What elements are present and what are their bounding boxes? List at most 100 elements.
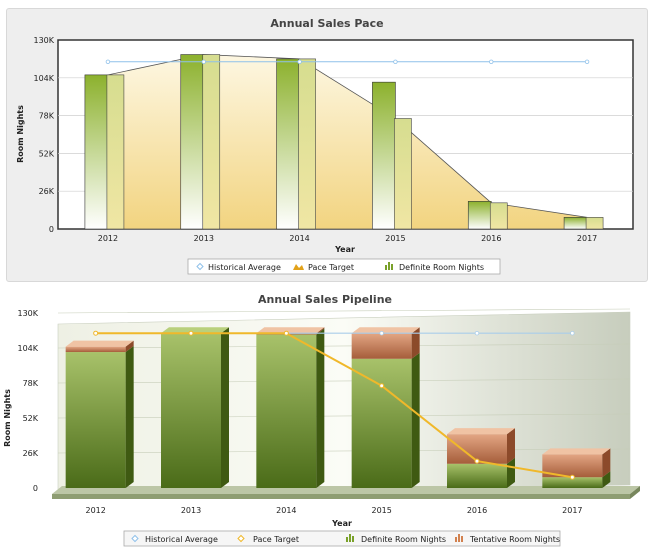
x-tick-label: 2012 [85,506,105,515]
y-tick-label: 52K [39,149,55,158]
y-tick-label: 52K [23,414,39,423]
y-tick-label: 78K [39,112,55,121]
sales-pace-chart: Annual Sales Pace 0 26K 52K 78K 104K 130K 201… [16,17,634,275]
y-tick-label: 130K [17,309,38,318]
sales-pace-panel: Annual Sales Pace 0 26K 52K 78K 104K 130K 201… [6,8,648,282]
legend-item-pace-target[interactable]: Pace Target [237,534,299,544]
pace-target-point[interactable] [283,330,289,336]
historical-average-point[interactable] [297,59,302,65]
y-tick-label: 26K [23,449,39,458]
x-axis-label: Year [334,245,355,254]
legend-item-definite-room-nights[interactable]: Definite Room Nights [346,534,446,544]
tentative-room-nights-bar[interactable] [65,346,126,353]
x-axis-label: Year [331,519,352,528]
definite-room-nights-bar[interactable] [180,54,205,230]
tentative-room-nights-bar-side [602,448,611,478]
definite-room-nights-bar[interactable] [563,217,588,230]
pace-target-point[interactable] [188,330,194,336]
x-tick-label: 2014 [276,506,296,515]
definite-room-nights-bar[interactable] [542,477,603,488]
x-tick-label: 2015 [385,234,405,243]
tentative-room-nights-bar-top [542,448,611,455]
tentative-room-nights-bar-top [256,327,325,334]
y-tick-label: 0 [49,225,54,234]
svg-text:Tentative Room Nights: Tentative Room Nights [469,535,560,544]
legend-item-historical-average[interactable]: Historical Average [196,262,281,272]
y-tick-label: 78K [23,379,39,388]
y-axis-label: Room Nights [3,389,12,447]
definite-room-nights-bar[interactable] [84,74,109,230]
definite-room-nights-bar-side [602,471,611,488]
y-tick-label: 104K [33,74,54,83]
x-tick-label: 2016 [467,506,487,515]
tentative-room-nights-bar-side [411,327,420,359]
legend-item-pace-target[interactable]: Pace Target [293,263,354,272]
svg-text:Historical Average: Historical Average [208,263,281,272]
pace-target-point[interactable] [474,458,480,464]
legend-item-historical-average[interactable]: Historical Average [131,534,218,544]
definite-room-nights-bar-top [161,327,229,334]
gridline [57,448,631,454]
svg-text:Definite Room Nights: Definite Room Nights [361,535,446,544]
svg-text:Historical Average: Historical Average [145,535,218,544]
historical-average-point[interactable] [201,59,206,65]
x-tick-label: 2017 [577,234,597,243]
gridline [57,308,631,314]
pace-target-bar[interactable] [202,54,221,230]
historical-average-point[interactable] [474,330,480,336]
definite-room-nights-bar[interactable] [372,81,396,230]
definite-room-nights-bar-side [316,328,325,488]
svg-text:Pace Target: Pace Target [253,535,299,544]
pace-target-bar[interactable] [106,74,125,230]
tentative-room-nights-bar-side [125,340,134,353]
gridline [57,378,631,384]
svg-text:Pace Target: Pace Target [308,263,354,272]
pace-target-bar[interactable] [394,118,412,230]
definite-room-nights-bar[interactable] [256,334,317,488]
pace-target-bar[interactable] [298,58,316,230]
legend-item-tentative-room-nights[interactable]: Tentative Room Nights [455,534,560,544]
pace-target-point[interactable] [379,383,385,389]
y-tick-label: 104K [17,344,38,353]
definite-room-nights-bar-side [125,346,134,488]
historical-average-point[interactable] [393,59,398,65]
y-tick-label: 130K [33,36,54,45]
sales-pipeline-chart: Annual Sales Pipeline 0 26K 52K 78K 104K 130K… [3,293,640,547]
sales-pipeline-panel: Annual Sales Pipeline 0 26K 52K 78K 104K 130K… [0,288,650,554]
tentative-room-nights-bar[interactable] [351,333,412,359]
tentative-room-nights-bar[interactable] [542,454,603,478]
y-tick-label: 0 [33,484,38,493]
x-tick-label: 2014 [289,234,309,243]
historical-average-point[interactable] [584,59,590,65]
legend: Historical Average Pace Target Definite … [187,258,501,275]
chart-title: Annual Sales Pace [270,17,383,30]
legend: Historical Average Pace Target Definite … [123,530,561,547]
definite-room-nights-bar-side [221,327,229,488]
historical-average-point[interactable] [105,59,111,65]
pace-target-point[interactable] [93,330,99,336]
x-tick-label: 2013 [194,234,214,243]
x-tick-label: 2016 [481,234,501,243]
x-tick-label: 2017 [562,506,582,515]
definite-room-nights-bar[interactable] [276,58,300,230]
pace-target-bar[interactable] [585,217,604,230]
tentative-room-nights-bar-top [65,340,134,347]
x-tick-label: 2013 [181,506,201,515]
definite-room-nights-bar[interactable] [161,333,221,488]
tentative-room-nights-bar-top [447,428,515,435]
historical-average-point[interactable] [570,330,575,336]
gridline [57,343,631,349]
historical-average-point[interactable] [489,59,494,65]
svg-text:Definite Room Nights: Definite Room Nights [399,263,484,272]
historical-average-point[interactable] [379,330,384,336]
legend-item-definite-room-nights[interactable]: Definite Room Nights [385,262,484,272]
y-tick-label: 26K [39,187,55,196]
y-axis-label: Room Nights [16,105,25,163]
definite-room-nights-bar[interactable] [351,358,412,488]
definite-room-nights-bar[interactable] [467,201,492,230]
pace-target-bar[interactable] [489,202,508,230]
definite-room-nights-bar-side [507,457,515,488]
definite-room-nights-bar[interactable] [65,352,126,488]
definite-room-nights-bar[interactable] [447,463,507,488]
pace-target-point[interactable] [569,474,575,480]
